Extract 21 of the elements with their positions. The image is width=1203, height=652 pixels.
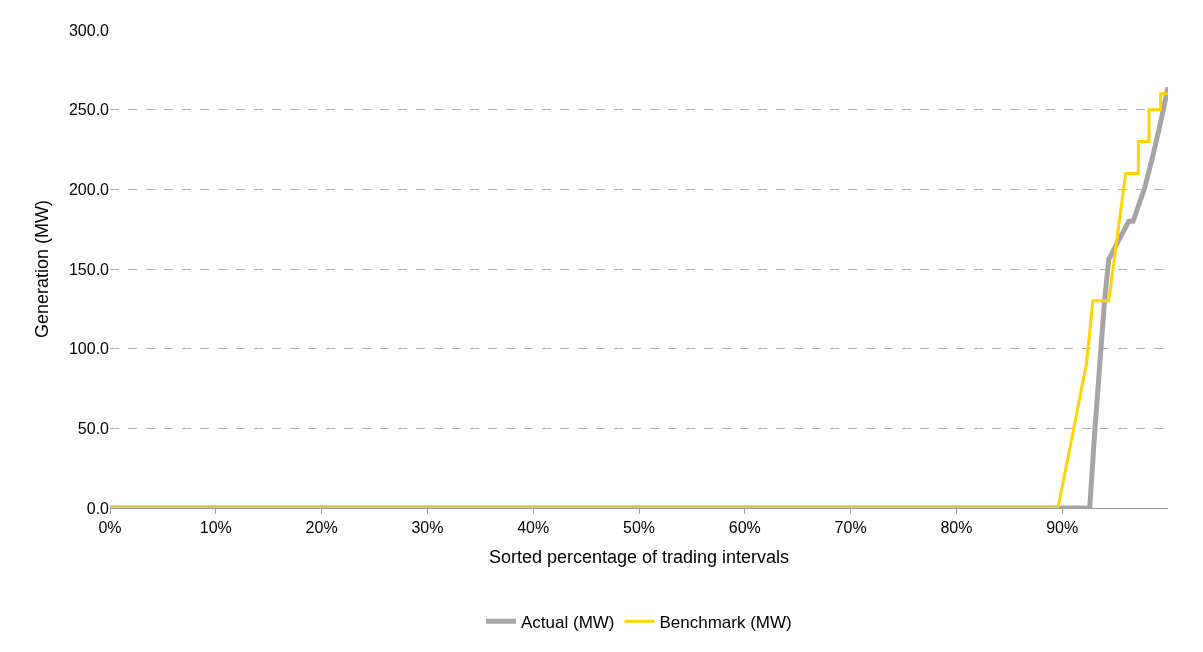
y-tick-label: 0.0 — [86, 499, 110, 517]
x-tick-label: 40% — [517, 519, 550, 537]
x-tick-label: 60% — [728, 519, 761, 537]
legend-label: Actual (MW) — [521, 612, 615, 632]
legend-label: Benchmark (MW) — [659, 612, 792, 632]
x-tick-label: 90% — [1046, 519, 1079, 537]
x-tick-label: 50% — [622, 519, 656, 537]
y-tick-label: 250.0 — [68, 101, 110, 119]
x-tick-label: 30% — [411, 519, 444, 537]
x-tick-label: 10% — [199, 519, 232, 537]
y-tick-label: 100.0 — [68, 340, 110, 358]
x-tick-label: 70% — [834, 519, 867, 537]
y-tick-label: 150.0 — [68, 260, 110, 278]
y-axis-title: Generation (MW) — [32, 199, 53, 339]
x-axis-title: Sorted percentage of trading intervals — [488, 547, 790, 568]
x-tick-label: 0% — [98, 519, 122, 537]
y-tick-label: 50.0 — [77, 419, 110, 437]
y-tick-label: 300.0 — [68, 21, 110, 39]
x-tick-label: 80% — [940, 519, 973, 537]
x-tick-label: 20% — [305, 519, 338, 537]
y-tick-label: 200.0 — [68, 180, 110, 198]
